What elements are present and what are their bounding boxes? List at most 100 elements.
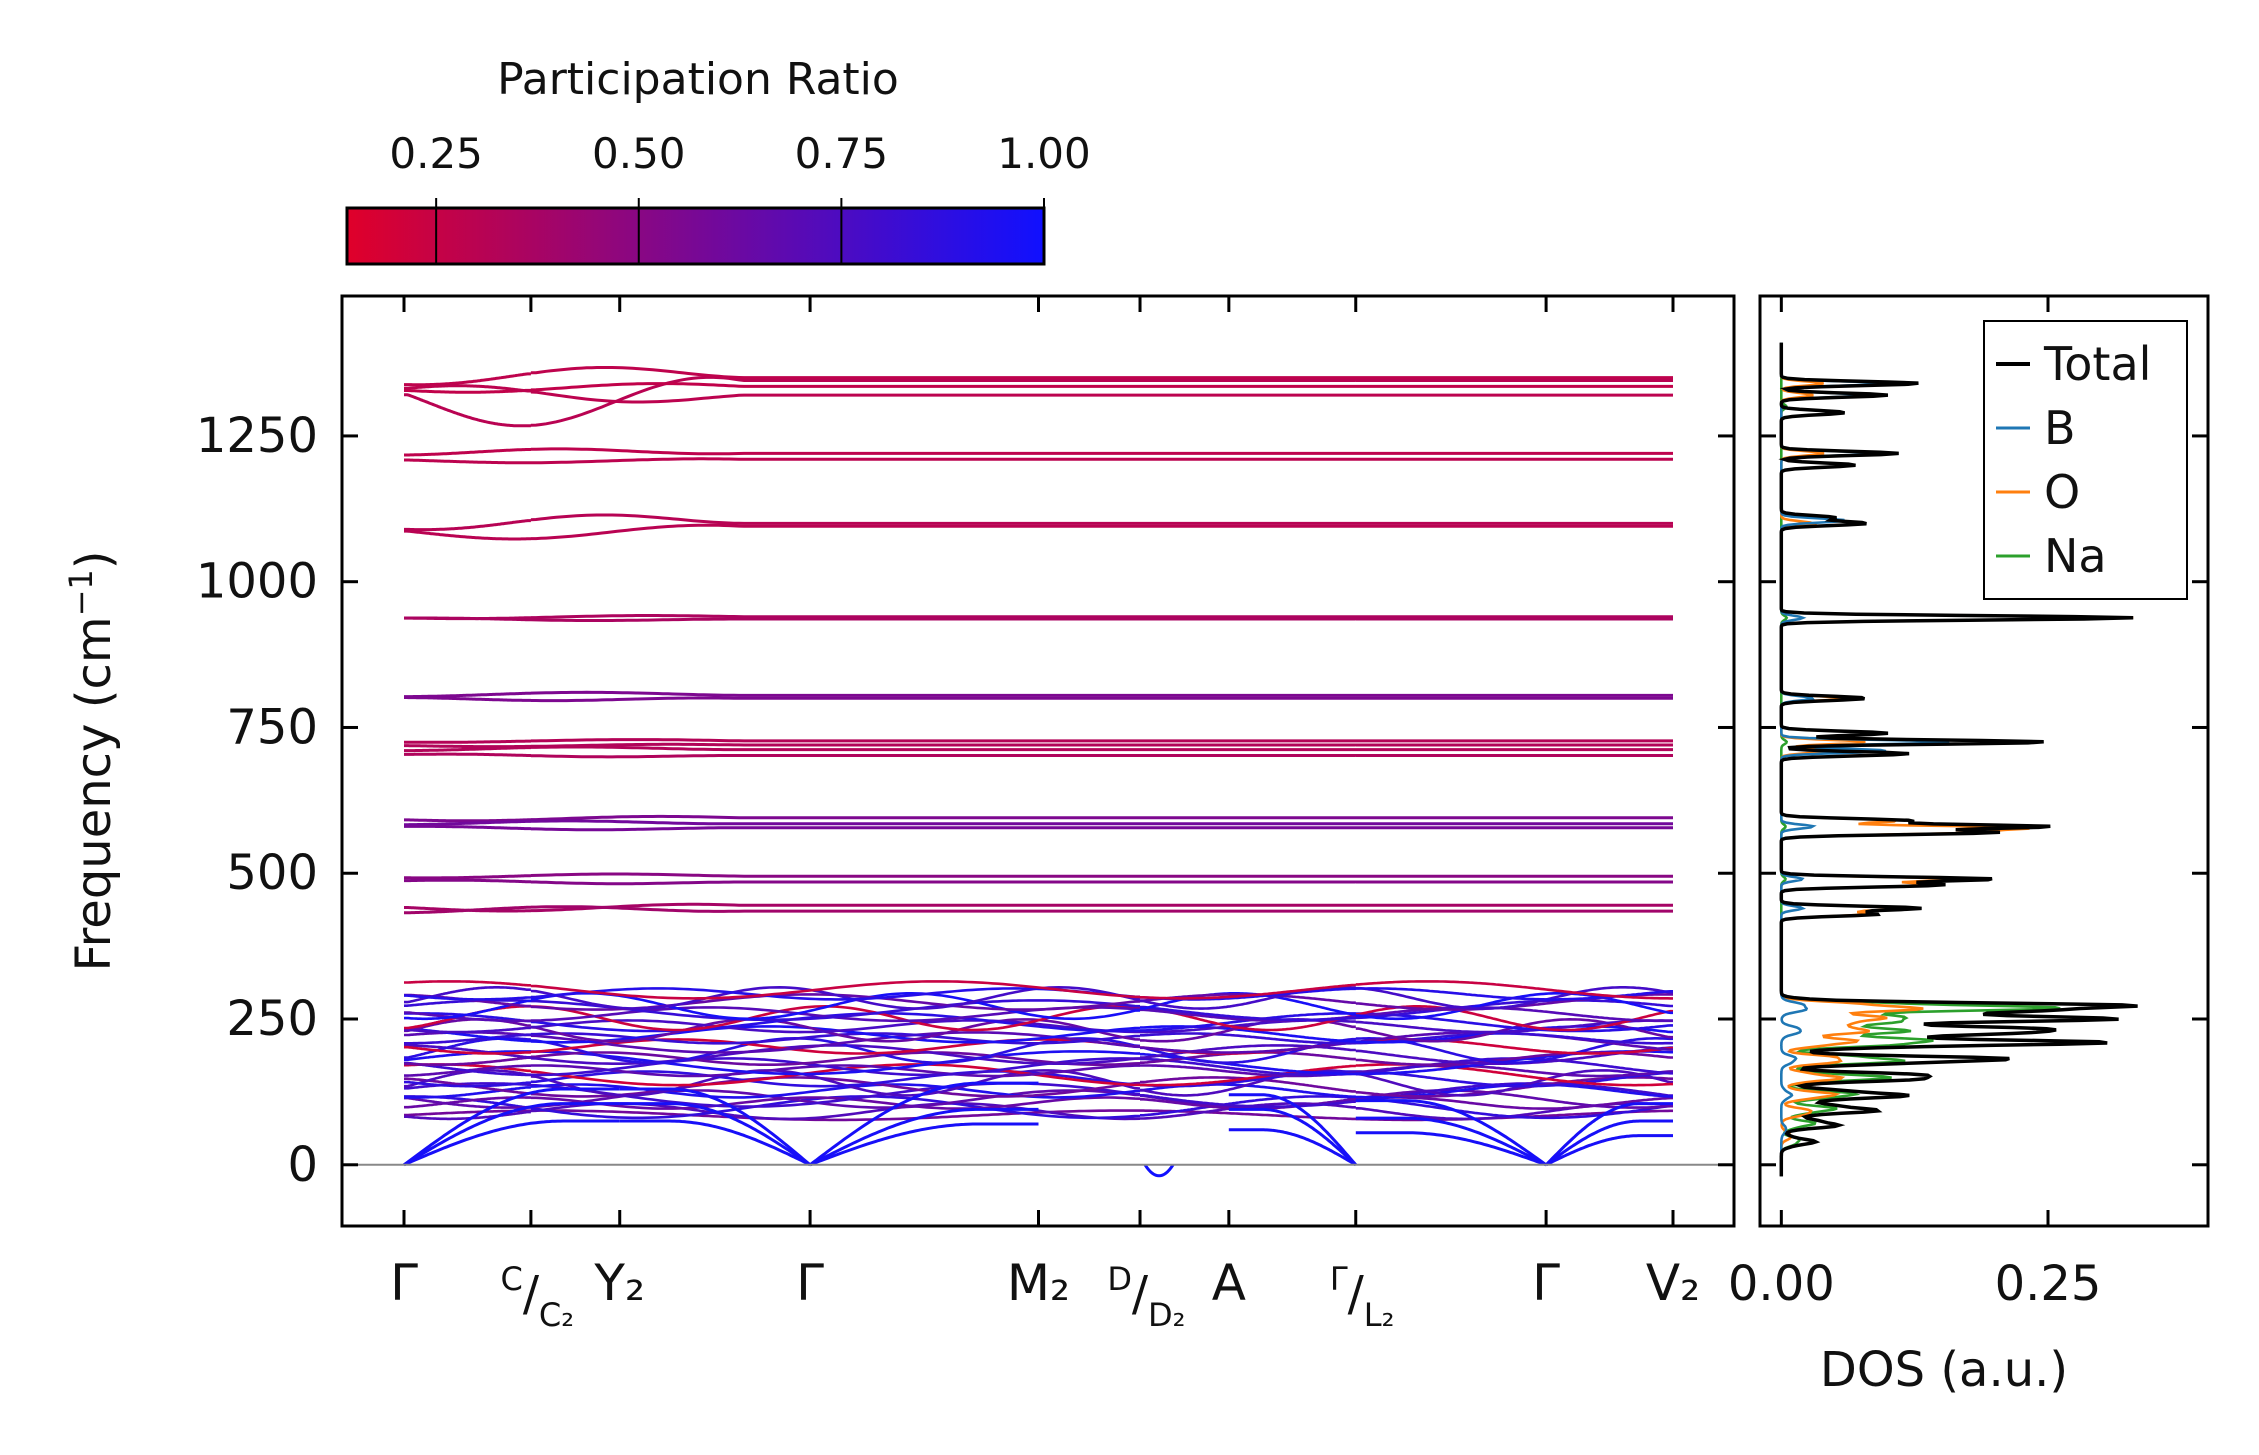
legend-label-total: Total: [2043, 337, 2151, 391]
colorbar-tick-label-3: 1.00: [997, 129, 1091, 178]
acoustic-branch-4-1: [1355, 1116, 1547, 1167]
legend-label-na: Na: [2044, 529, 2107, 583]
kpoint-label-8: Γ: [1532, 1254, 1560, 1312]
dos-panel: 0.00 0.25 DOS (a.u.) Total BO Na: [1728, 294, 2210, 1398]
low-band-3: [404, 1096, 1673, 1110]
optical-band-13: [404, 742, 1673, 749]
low-band-12: [404, 1057, 1673, 1077]
kpoint-label-3: Γ: [796, 1254, 824, 1312]
dos-xtick-label-1: 0.25: [1995, 1256, 2102, 1312]
low-band-6: [404, 1083, 1673, 1099]
acoustic-branch-1-2: [619, 1087, 812, 1166]
low-band-9: [404, 1070, 1673, 1088]
acoustic-branch-4-0: [1355, 1131, 1547, 1167]
acoustic-branch-3-1: [1228, 1107, 1357, 1166]
dos-axes-frame: [1758, 294, 2210, 1228]
low-band-4: [404, 1089, 1673, 1109]
colorbar: Participation Ratio 0.25 0.50 0.75 1.00: [345, 54, 1091, 266]
optical-band-10: [404, 690, 1673, 699]
legend-label-b: B: [2044, 401, 2076, 455]
low-band-5: [404, 1082, 1673, 1108]
acoustic-branch-2-0: [809, 1122, 1039, 1167]
optical-band-4: [404, 447, 1673, 457]
kpoint-label-1: C: [501, 1260, 523, 1298]
acoustic-branch-2-1: [809, 1107, 1039, 1167]
optical-band-18: [404, 824, 1673, 832]
optical-band-7: [404, 513, 1673, 532]
imaginary-mode-dip: [1143, 1163, 1175, 1178]
optical-band-0: [404, 375, 1673, 428]
kpoint-label-0: Γ: [390, 1254, 418, 1312]
kpoint-label-6: A: [1212, 1254, 1246, 1312]
low-band-1: [404, 1102, 1673, 1121]
band-ytick-label-2: 500: [226, 845, 318, 901]
kpoint-label-9: V₂: [1646, 1254, 1700, 1312]
colorbar-tick-label-0: 0.25: [389, 129, 483, 178]
low-band-27: [404, 992, 1673, 1021]
dos-xtick-label-0: 0.00: [1728, 1256, 1835, 1312]
optical-band-22: [404, 905, 1673, 915]
acoustic-branch-5-2: [1545, 1102, 1673, 1166]
acoustic-branch-4-2: [1355, 1099, 1547, 1167]
acoustic-branch-0-2: [403, 1087, 620, 1167]
optical-band-16: [404, 814, 1673, 823]
kpoint-label2-7: L₂: [1364, 1296, 1395, 1334]
kpoint-label-7: Γ: [1330, 1260, 1348, 1298]
colorbar-gradient: [345, 206, 1046, 266]
acoustic-branch-2-2: [809, 1081, 1039, 1166]
optical-band-2: [404, 382, 1673, 394]
acoustic-branch-1-1: [619, 1102, 811, 1167]
low-band-22: [404, 1019, 1673, 1034]
kpoint-label-4: M₂: [1007, 1254, 1070, 1312]
band-ytick-label-4: 1000: [196, 554, 318, 610]
acoustic-branch-3-2: [1228, 1093, 1357, 1166]
low-band-30: [404, 987, 1673, 1001]
dos-legend: Total BO Na: [1983, 320, 2188, 600]
optical-band-1: [404, 366, 1673, 387]
low-band-17: [404, 1038, 1673, 1055]
low-band-26: [404, 998, 1673, 1022]
kpoint-label-5: D: [1107, 1260, 1132, 1298]
band-ytick-label-3: 750: [226, 699, 318, 755]
low-band-0: [404, 1109, 1673, 1122]
acoustic-branch-1-0: [619, 1119, 811, 1167]
optical-band-12: [404, 738, 1673, 744]
optical-band-6: [404, 523, 1673, 541]
optical-band-20: [404, 878, 1673, 886]
dos-series-total: [1778, 342, 2138, 1177]
dos-x-axis-label: DOS (a.u.): [1820, 1342, 2068, 1398]
optical-band-15: [404, 752, 1673, 759]
band-ytick-label-0: 0: [287, 1137, 318, 1193]
low-band-15: [404, 1044, 1673, 1065]
optical-band-17: [404, 819, 1673, 827]
colorbar-title: Participation Ratio: [497, 54, 899, 105]
low-band-31: [404, 980, 1673, 1000]
legend-label-o: O: [2044, 465, 2080, 519]
kpoint-slash-7: /: [1348, 1266, 1365, 1322]
optical-band-19: [404, 872, 1673, 880]
acoustic-branch-5-0: [1545, 1134, 1673, 1167]
band-ytick-label-1: 250: [226, 991, 318, 1047]
y-axis-label-superscript: −1: [62, 569, 100, 616]
kpoint-label-2: Y₂: [593, 1254, 645, 1312]
colorbar-tick-label-2: 0.75: [795, 129, 889, 178]
legend-frame: [1983, 320, 2188, 600]
colorbar-tick-label-1: 0.50: [592, 129, 686, 178]
optical-band-9: [404, 616, 1673, 622]
kpoint-slash-5: /: [1132, 1266, 1149, 1322]
acoustic-branch-3-0: [1228, 1128, 1357, 1167]
low-band-29: [404, 985, 1673, 1010]
kpoint-slash-1: /: [523, 1266, 540, 1322]
low-band-14: [404, 1051, 1673, 1066]
y-axis-label-text: Frequency (cm: [66, 616, 122, 971]
band-ytick-label-5: 1250: [196, 408, 318, 464]
acoustic-branch-5-1: [1545, 1119, 1673, 1166]
optical-band-11: [404, 696, 1673, 703]
y-axis-label: Frequency (cm−1): [62, 550, 122, 971]
kpoint-label2-5: D₂: [1148, 1296, 1185, 1334]
optical-band-5: [404, 457, 1673, 465]
acoustic-branch-0-1: [403, 1102, 620, 1167]
optical-band-14: [404, 745, 1673, 753]
